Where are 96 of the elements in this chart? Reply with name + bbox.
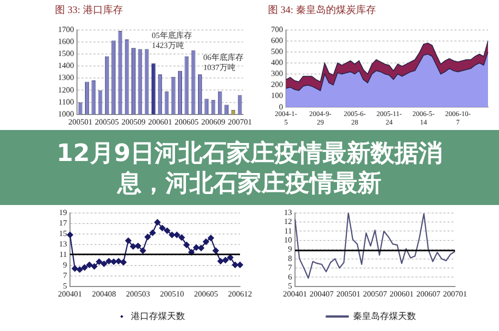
y-tick-label: 0 (279, 102, 283, 112)
y-tick-label: 13 (59, 239, 67, 248)
y-tick-label: 1700 (58, 24, 74, 34)
point (125, 238, 132, 244)
x-tick-label: 200501 (336, 289, 360, 298)
point (222, 257, 229, 264)
point (86, 262, 93, 268)
point (236, 262, 244, 268)
point (81, 264, 88, 271)
y-tick-label: 1500 (58, 49, 74, 58)
y-tick-label: 1200 (58, 85, 74, 94)
point (110, 258, 117, 265)
point (174, 232, 180, 238)
point (76, 266, 83, 273)
y-tick-label: 12 (284, 217, 292, 226)
x-tick-label: 200601 (390, 289, 414, 298)
y-tick-label: 6 (288, 272, 292, 282)
y-tick-label: 1300 (58, 73, 74, 82)
point (66, 232, 74, 238)
point (178, 234, 185, 241)
x-tick-label: 200605 (174, 117, 199, 126)
chart-title: 图 33: 港口库存 (55, 4, 124, 18)
point (72, 265, 78, 272)
y-tick-label: 600 (271, 36, 283, 45)
point (144, 234, 151, 240)
y-tick-label: 100 (271, 91, 283, 100)
y-tick-label: 9 (63, 260, 67, 270)
point (212, 248, 219, 254)
y-tick-label: 7 (63, 270, 67, 280)
y-tick-label: 15 (59, 228, 67, 238)
y-tick-label: 1600 (58, 36, 74, 46)
x-tick-label: 200612 (228, 289, 252, 298)
y-tick-label: 500 (271, 47, 283, 56)
x-tick-label: 200509 (121, 117, 146, 126)
point (168, 232, 176, 238)
y-tick-label: 17 (59, 218, 67, 228)
point (164, 228, 170, 234)
point (193, 244, 200, 251)
point (202, 238, 210, 245)
y-tick-label: 400 (271, 58, 283, 68)
y-tick-label: 5 (63, 281, 67, 290)
x-tick-label: 200607 (416, 289, 440, 298)
text: 12月9日河北石家庄疫情最新数据消息，河北石家庄疫情最新 (55, 138, 444, 198)
x-tick-label: 200507 (363, 289, 387, 298)
y-tick-label: 13 (284, 208, 292, 217)
x-tick-label: 200601 (148, 117, 172, 126)
y-tick-label: 19 (59, 208, 67, 217)
point (96, 258, 102, 265)
y-tick-label: 1100 (58, 97, 74, 106)
y-tick-label: 10 (284, 235, 292, 244)
point (208, 234, 214, 242)
point (154, 219, 161, 226)
point (106, 258, 112, 264)
y-tick-label: 300 (271, 69, 283, 78)
y-tick-label: 5 (288, 281, 292, 290)
annotation: 05年底库存 1423万吨 (152, 30, 192, 50)
point (120, 259, 127, 266)
chart-title: 图 34: 秦皇岛的煤炭库存 (268, 4, 377, 18)
point (149, 230, 156, 236)
x-tick-label: 200605 (194, 289, 218, 298)
point (188, 249, 195, 256)
y-tick-label: 8 (288, 254, 292, 263)
y-tick-label: 700 (271, 24, 283, 34)
point (198, 244, 204, 252)
x-tick-label: 200401 (58, 289, 82, 298)
x-tick-label: 200501 (68, 117, 92, 126)
point (91, 263, 98, 270)
y-tick-label: 1000 (58, 109, 74, 118)
point (217, 258, 224, 264)
x-tick-label: 200408 (92, 289, 116, 298)
x-tick-label: 200503 (126, 289, 150, 298)
point (115, 258, 122, 264)
point (227, 254, 234, 261)
point (100, 260, 108, 267)
x-tick-label: 200401 (283, 289, 307, 298)
annotation: 06年底库存 1037万吨 (203, 52, 244, 72)
x-tick-label: 200510 (160, 289, 184, 298)
x-tick-label: 200609 (201, 117, 226, 126)
point (134, 242, 142, 250)
point (183, 242, 190, 248)
point (130, 243, 136, 250)
x-tick-label: 200505 (94, 117, 119, 126)
point (159, 224, 166, 232)
point (140, 248, 146, 254)
y-tick-label: 1400 (58, 61, 74, 70)
y-tick-label: 11 (284, 226, 292, 236)
point (232, 262, 238, 268)
x-tick-label: 200407 (310, 289, 334, 298)
legend-label: 秦皇岛存煤天数 (352, 310, 416, 321)
y-tick-label: 7 (288, 263, 292, 272)
y-tick-label: 200 (271, 80, 283, 90)
y-tick-label: 11 (59, 250, 67, 259)
y-tick-label: 9 (288, 244, 292, 254)
legend-label: 港口存煤天数 (130, 310, 185, 321)
x-tick-label: 200701 (228, 117, 252, 126)
x-tick-label: 200701 (443, 289, 467, 298)
